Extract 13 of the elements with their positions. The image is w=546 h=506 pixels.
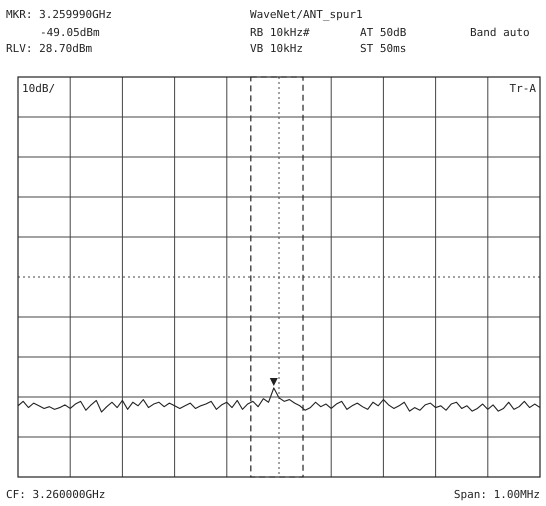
- text: RB 10kHz#: [250, 26, 310, 39]
- text: CF: 3.260000GHz: [6, 488, 106, 501]
- text: -49.05dBm: [40, 26, 100, 39]
- text: ST 50ms: [360, 42, 406, 55]
- text: 10dB/: [22, 82, 56, 95]
- text: VB 10kHz: [250, 42, 303, 55]
- text: Span: 1.00MHz: [454, 488, 540, 501]
- chart-title: WaveNet/ANT_spur1: [250, 8, 363, 21]
- text: MKR: 3.259990GHz: [6, 8, 112, 21]
- text: AT 50dB: [360, 26, 407, 39]
- text: Band auto: [470, 26, 530, 39]
- text: RLV: 28.70dBm: [6, 42, 92, 55]
- text: Tr-A: [510, 82, 536, 95]
